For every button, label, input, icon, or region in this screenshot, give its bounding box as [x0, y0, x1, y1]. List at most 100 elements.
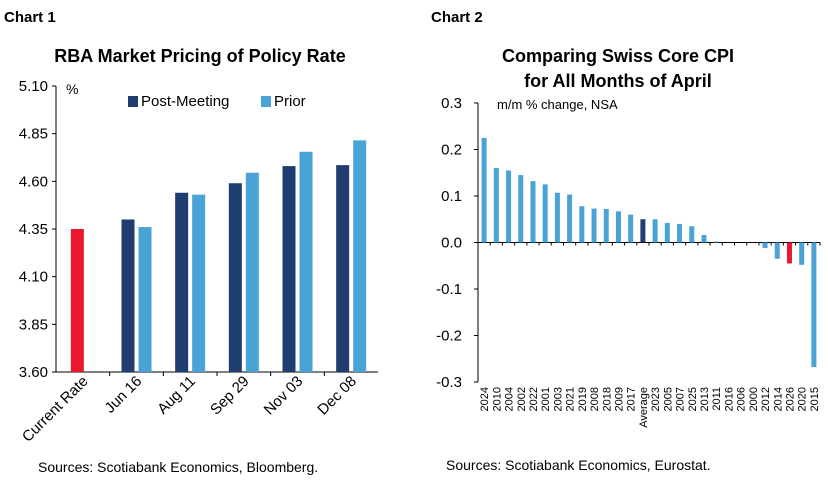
chart1-unit-label: % — [66, 81, 78, 97]
chart2-bar — [506, 170, 512, 243]
chart1-bar-prior — [353, 140, 367, 372]
chart1-bar-post-meeting — [121, 219, 135, 372]
chart2-bar — [554, 192, 560, 243]
chart2-bar — [481, 137, 487, 243]
chart2-bar — [713, 241, 719, 243]
chart2-source: Sources: Scotiabank Economics, Eurostat. — [446, 457, 711, 473]
chart2-x-tick-label: 2001 — [540, 387, 552, 411]
chart2-x-tick-label: 2009 — [613, 387, 625, 411]
chart1-bar-prior — [245, 172, 259, 372]
chart2-bar — [701, 235, 707, 243]
chart2-bar — [677, 223, 683, 243]
chart1-y-tick-label: 4.10 — [19, 269, 48, 286]
chart2-x-tick-label: 2007 — [675, 387, 687, 411]
chart2-y-tick-label: 0.1 — [441, 188, 462, 205]
chart2-x-tick-label: 2018 — [601, 387, 613, 411]
chart1-legend-swatch — [261, 96, 271, 107]
chart2-bar — [518, 175, 524, 243]
chart1-legend: Post-Meeting Prior — [128, 93, 306, 110]
chart2-y-tick-label: 0.3 — [441, 95, 462, 112]
chart2-x-tick-label: 2003 — [552, 387, 564, 411]
chart1-x-tick-label: Aug 11 — [154, 373, 199, 418]
chart1-legend-label: Prior — [274, 93, 306, 110]
chart2-y-tick-label: -0.3 — [436, 374, 462, 391]
chart1-source: Sources: Scotiabank Economics, Bloomberg… — [38, 459, 318, 475]
chart1-legend-swatch — [128, 96, 138, 107]
chart1-title: RBA Market Pricing of Policy Rate — [54, 46, 345, 66]
chart2-x-tick-label: 2017 — [626, 387, 638, 411]
chart2-bar — [493, 168, 499, 243]
chart1-x-tick-label: Current Rate — [19, 373, 92, 446]
chart2-axis: 0.3 0.2 0.1 0.0 -0.1 -0.2 -0.3 2024 2010 2004 2002… — [436, 95, 821, 428]
chart2-x-tick-label: 2002 — [516, 387, 528, 411]
chart1-legend-label: Post-Meeting — [141, 93, 229, 110]
chart2-y-tick-label: -0.1 — [436, 281, 462, 298]
chart1-y-tick-label: 4.35 — [19, 221, 48, 238]
chart2-bar — [603, 209, 609, 243]
chart1-panel-label: Chart 1 — [4, 9, 56, 26]
chart1-bar-current-rate — [70, 229, 84, 372]
chart2-x-tick-label: 2008 — [589, 387, 601, 411]
chart1-x-tick-label: Jun 16 — [101, 373, 145, 417]
chart2-x-tick-label: 2006 — [736, 387, 748, 411]
chart2-x-tick-label: 2019 — [577, 387, 589, 411]
chart1-bar-prior — [192, 194, 206, 372]
chart2-bar — [786, 242, 792, 264]
chart2-x-tick-label: 2016 — [723, 387, 735, 411]
chart2-panel-label: Chart 2 — [431, 9, 483, 26]
chart2-bar — [762, 242, 768, 249]
chart2-x-tick-label: 2013 — [699, 387, 711, 411]
chart2-bar — [615, 211, 621, 243]
chart2-x-tick-label: 2005 — [662, 387, 674, 411]
chart2-x-tick-label: Average — [638, 387, 650, 428]
chart1-y-tick-label: 5.10 — [19, 78, 48, 95]
chart2-bar — [567, 194, 573, 243]
chart2-y-tick-label: -0.2 — [436, 328, 462, 345]
chart2-x-tick-label: 2004 — [504, 387, 516, 411]
chart2-bar — [689, 226, 695, 243]
chart2-bar — [579, 206, 585, 243]
chart2-bar — [799, 242, 805, 265]
chart1-y-tick-label: 3.85 — [19, 316, 48, 333]
chart1-y-tick-label: 3.60 — [19, 364, 48, 381]
chart2-x-tick-label: 2012 — [760, 387, 772, 411]
chart2-x-tick-label: 2023 — [650, 387, 662, 411]
chart1-bar-prior — [138, 227, 152, 372]
chart2-y-tick-label: 0.2 — [441, 142, 462, 159]
chart2-bar — [664, 222, 670, 243]
chart2-bar — [591, 208, 597, 243]
chart2-bar — [640, 219, 646, 243]
chart1-x-tick-label: Sep 29 — [207, 373, 253, 419]
chart1-bar-post-meeting — [228, 183, 242, 372]
chart1-y-tick-label: 4.60 — [19, 173, 48, 190]
chart1-bars — [70, 140, 367, 372]
chart2-x-tick-label: 2024 — [479, 387, 491, 411]
chart2-x-tick-label: 2020 — [797, 387, 809, 411]
chart2-bar — [774, 242, 780, 259]
chart2-x-tick-label: 2011 — [711, 387, 723, 411]
chart1-bar-post-meeting — [282, 166, 296, 372]
chart1-y-tick-label: 4.85 — [19, 126, 48, 143]
chart2-x-tick-label: 2022 — [528, 387, 540, 411]
chart2-bar — [542, 184, 548, 243]
chart2-x-tick-label: 2000 — [748, 387, 760, 411]
chart2-x-tick-label: 2010 — [491, 387, 503, 411]
chart2-x-tick-label: 2015 — [809, 387, 821, 411]
chart1-x-tick-label: Nov 03 — [261, 373, 307, 419]
chart2-bar — [652, 219, 658, 243]
chart1-bar-post-meeting — [175, 192, 189, 372]
chart2-x-tick-label: 2025 — [687, 387, 699, 411]
chart2-x-tick-label: 2026 — [784, 387, 796, 411]
chart1-bar-prior — [299, 151, 313, 372]
chart2-title-line-2: for All Months of April — [524, 71, 712, 91]
chart1-x-tick-label: Dec 08 — [314, 373, 360, 419]
chart2-bar — [530, 181, 536, 243]
chart2-y-tick-label: 0.0 — [441, 235, 462, 252]
chart2-bar — [811, 242, 817, 368]
chart2-bars — [481, 137, 817, 368]
chart2-bar — [628, 214, 634, 243]
chart2-title-line-1: Comparing Swiss Core CPI — [502, 46, 734, 66]
chart2-x-tick-label: 2014 — [772, 387, 784, 411]
chart2-x-tick-label: 2021 — [565, 387, 577, 411]
